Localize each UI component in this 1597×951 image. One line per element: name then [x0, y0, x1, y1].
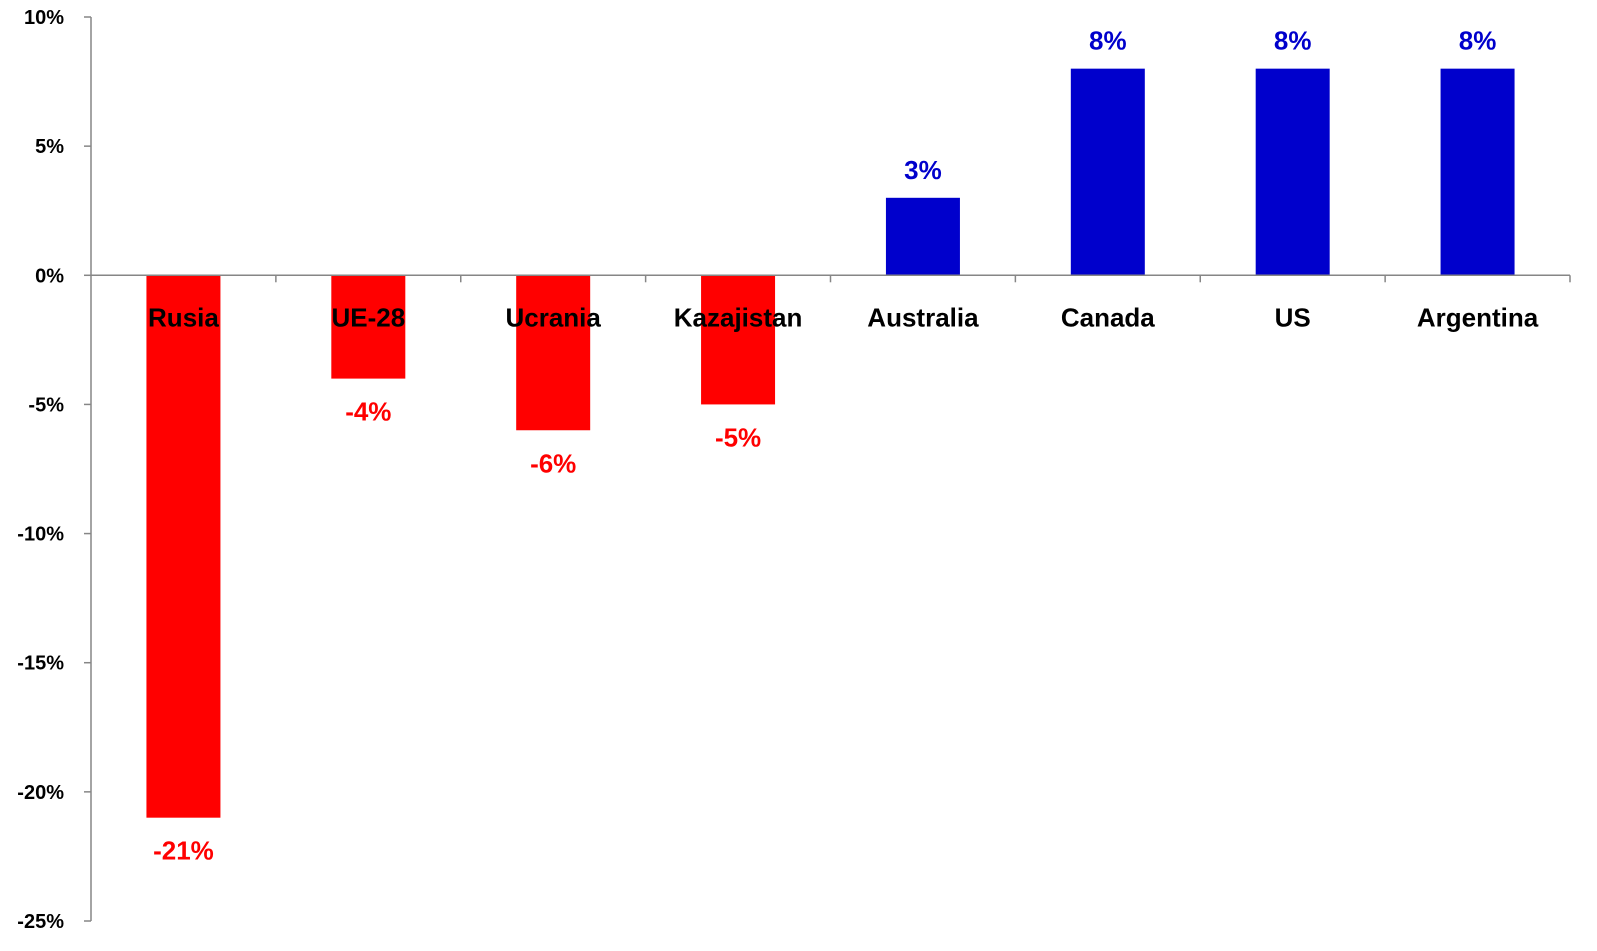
category-label: Kazajistan: [674, 302, 803, 332]
data-label: 3%: [904, 155, 942, 185]
bar-ue-28: [331, 275, 406, 379]
data-label: -6%: [530, 448, 576, 478]
category-label: US: [1275, 302, 1311, 332]
data-label: 8%: [1459, 26, 1497, 56]
bars: [146, 68, 1515, 818]
y-tick-label: 10%: [24, 7, 64, 29]
y-tick-label: 0%: [35, 265, 64, 287]
category-label: UE-28: [331, 302, 405, 332]
bar-argentina: [1440, 68, 1515, 276]
bar-australia: [885, 197, 960, 276]
y-axis: 10% 5% 0% -5% -10% -15% -20% -25%: [17, 7, 92, 933]
category-labels: Rusia UE-28 Ucrania Kazajistan Australia Cana…: [148, 302, 1539, 332]
y-tick-label: -5%: [28, 394, 64, 416]
x-axis: [91, 274, 1571, 283]
data-label: 8%: [1274, 26, 1312, 56]
data-label: -4%: [345, 397, 391, 427]
category-label: Canada: [1061, 302, 1155, 332]
category-label: Rusia: [148, 302, 219, 332]
category-label: Ucrania: [505, 302, 601, 332]
bar-canada: [1070, 68, 1145, 276]
data-labels: -21% -4% -6% -5% 3% 8% 8% 8%: [153, 26, 1496, 866]
y-tick-label: 5%: [35, 136, 64, 158]
data-label: -5%: [715, 422, 761, 452]
y-tick-label: -20%: [17, 782, 64, 804]
y-tick-label: -15%: [17, 653, 64, 675]
bar-ucrania: [516, 275, 591, 431]
category-label: Argentina: [1417, 302, 1539, 332]
y-tick-label: -10%: [17, 524, 64, 546]
data-label: -21%: [153, 836, 214, 866]
bar-kazajistan: [701, 275, 776, 405]
y-tick-label: -25%: [17, 911, 64, 933]
data-label: 8%: [1089, 26, 1127, 56]
bar-us: [1255, 68, 1330, 276]
bar-rusia: [146, 275, 221, 818]
category-label: Australia: [867, 302, 979, 332]
